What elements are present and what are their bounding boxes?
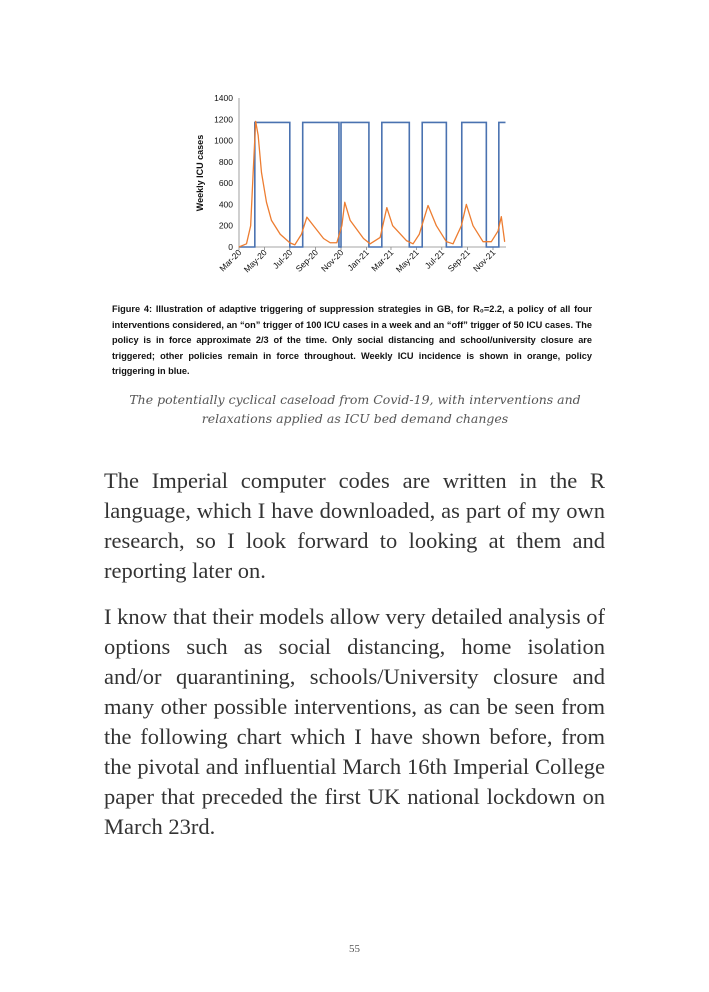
- paragraph: The Imperial computer codes are written …: [104, 468, 605, 583]
- icu-data-point: [465, 204, 467, 205]
- y-tick-label: 1400: [214, 93, 233, 103]
- icu-data-point: [482, 241, 484, 243]
- policy-trigger-line: [239, 121, 506, 248]
- icu-data-point: [363, 238, 364, 239]
- y-tick-label: 600: [219, 178, 233, 188]
- x-tick-label: May-20: [242, 247, 269, 274]
- x-tick-label: Nov-21: [471, 247, 498, 274]
- icu-data-point: [301, 233, 302, 235]
- y-tick-label: 1200: [214, 114, 233, 124]
- icu-data-point: [418, 233, 420, 235]
- icu-data-point: [472, 225, 474, 227]
- paragraph: I know that their models allow very deta…: [104, 604, 605, 839]
- icu-incidence-line: [238, 120, 506, 248]
- icu-data-point: [279, 233, 281, 235]
- x-tick-label: Jan-21: [345, 247, 371, 273]
- icu-data-point: [412, 243, 414, 245]
- icu-data-point: [313, 225, 314, 227]
- icu-data-point: [460, 225, 462, 227]
- icu-data-point: [490, 241, 492, 243]
- figure-caption: Figure 4: Illustration of adaptive trigg…: [112, 302, 592, 380]
- icu-data-point: [392, 225, 394, 227]
- icu-data-point: [246, 243, 247, 245]
- icu-data-point: [452, 243, 454, 245]
- figure-caption-text: Illustration of adaptive triggering of s…: [112, 304, 592, 376]
- image-caption: The potentially cyclical caseload from C…: [129, 392, 581, 426]
- icu-data-point: [266, 201, 267, 203]
- icu-data-point: [238, 246, 240, 248]
- icu-data-point: [344, 201, 346, 203]
- figure-label: Figure 4:: [112, 304, 153, 314]
- x-tick-label: Mar-21: [369, 247, 395, 273]
- icu-data-point: [405, 240, 407, 242]
- chart-marks: [238, 120, 506, 248]
- icu-data-point: [504, 241, 506, 243]
- icu-data-point: [500, 216, 502, 218]
- y-tick-label: 400: [219, 199, 233, 209]
- page-number: 55: [349, 943, 360, 955]
- icu-data-point: [252, 172, 254, 173]
- icu-data-point: [257, 134, 259, 136]
- icu-data-point: [323, 238, 324, 239]
- x-tick-label: Jul-21: [423, 247, 447, 271]
- icu-data-point: [329, 242, 331, 244]
- icu-data-point: [271, 219, 272, 221]
- icu-data-point: [497, 230, 499, 232]
- y-tick-label: 1000: [214, 136, 233, 146]
- x-tick-label: Nov-20: [319, 247, 346, 274]
- icu-data-point: [261, 172, 262, 173]
- icu-data-point: [427, 205, 429, 206]
- x-tick-label: May-21: [394, 247, 421, 274]
- y-tick-label: 0: [228, 242, 233, 252]
- icu-data-point: [336, 242, 338, 244]
- x-tick-label: Sep-21: [446, 247, 473, 274]
- x-tick-label: Jul-20: [271, 247, 295, 271]
- y-axis-label: Weekly ICU cases: [195, 135, 205, 211]
- icu-data-point: [349, 219, 351, 221]
- icu-data-point: [250, 225, 252, 227]
- icu-data-point: [445, 241, 447, 243]
- icu-data-point: [294, 244, 296, 246]
- icu-data-point: [289, 242, 291, 244]
- x-tick-label: Sep-20: [294, 247, 321, 274]
- icu-data-point: [341, 225, 343, 227]
- icu-data-point: [369, 243, 371, 245]
- y-tick-label: 800: [219, 157, 233, 167]
- icu-data-point: [386, 207, 388, 209]
- icu-data-point: [435, 225, 437, 227]
- y-tick-label: 200: [219, 221, 233, 231]
- icu-data-point: [306, 216, 308, 218]
- icu-data-point: [255, 121, 257, 122]
- icu-data-point: [379, 237, 381, 238]
